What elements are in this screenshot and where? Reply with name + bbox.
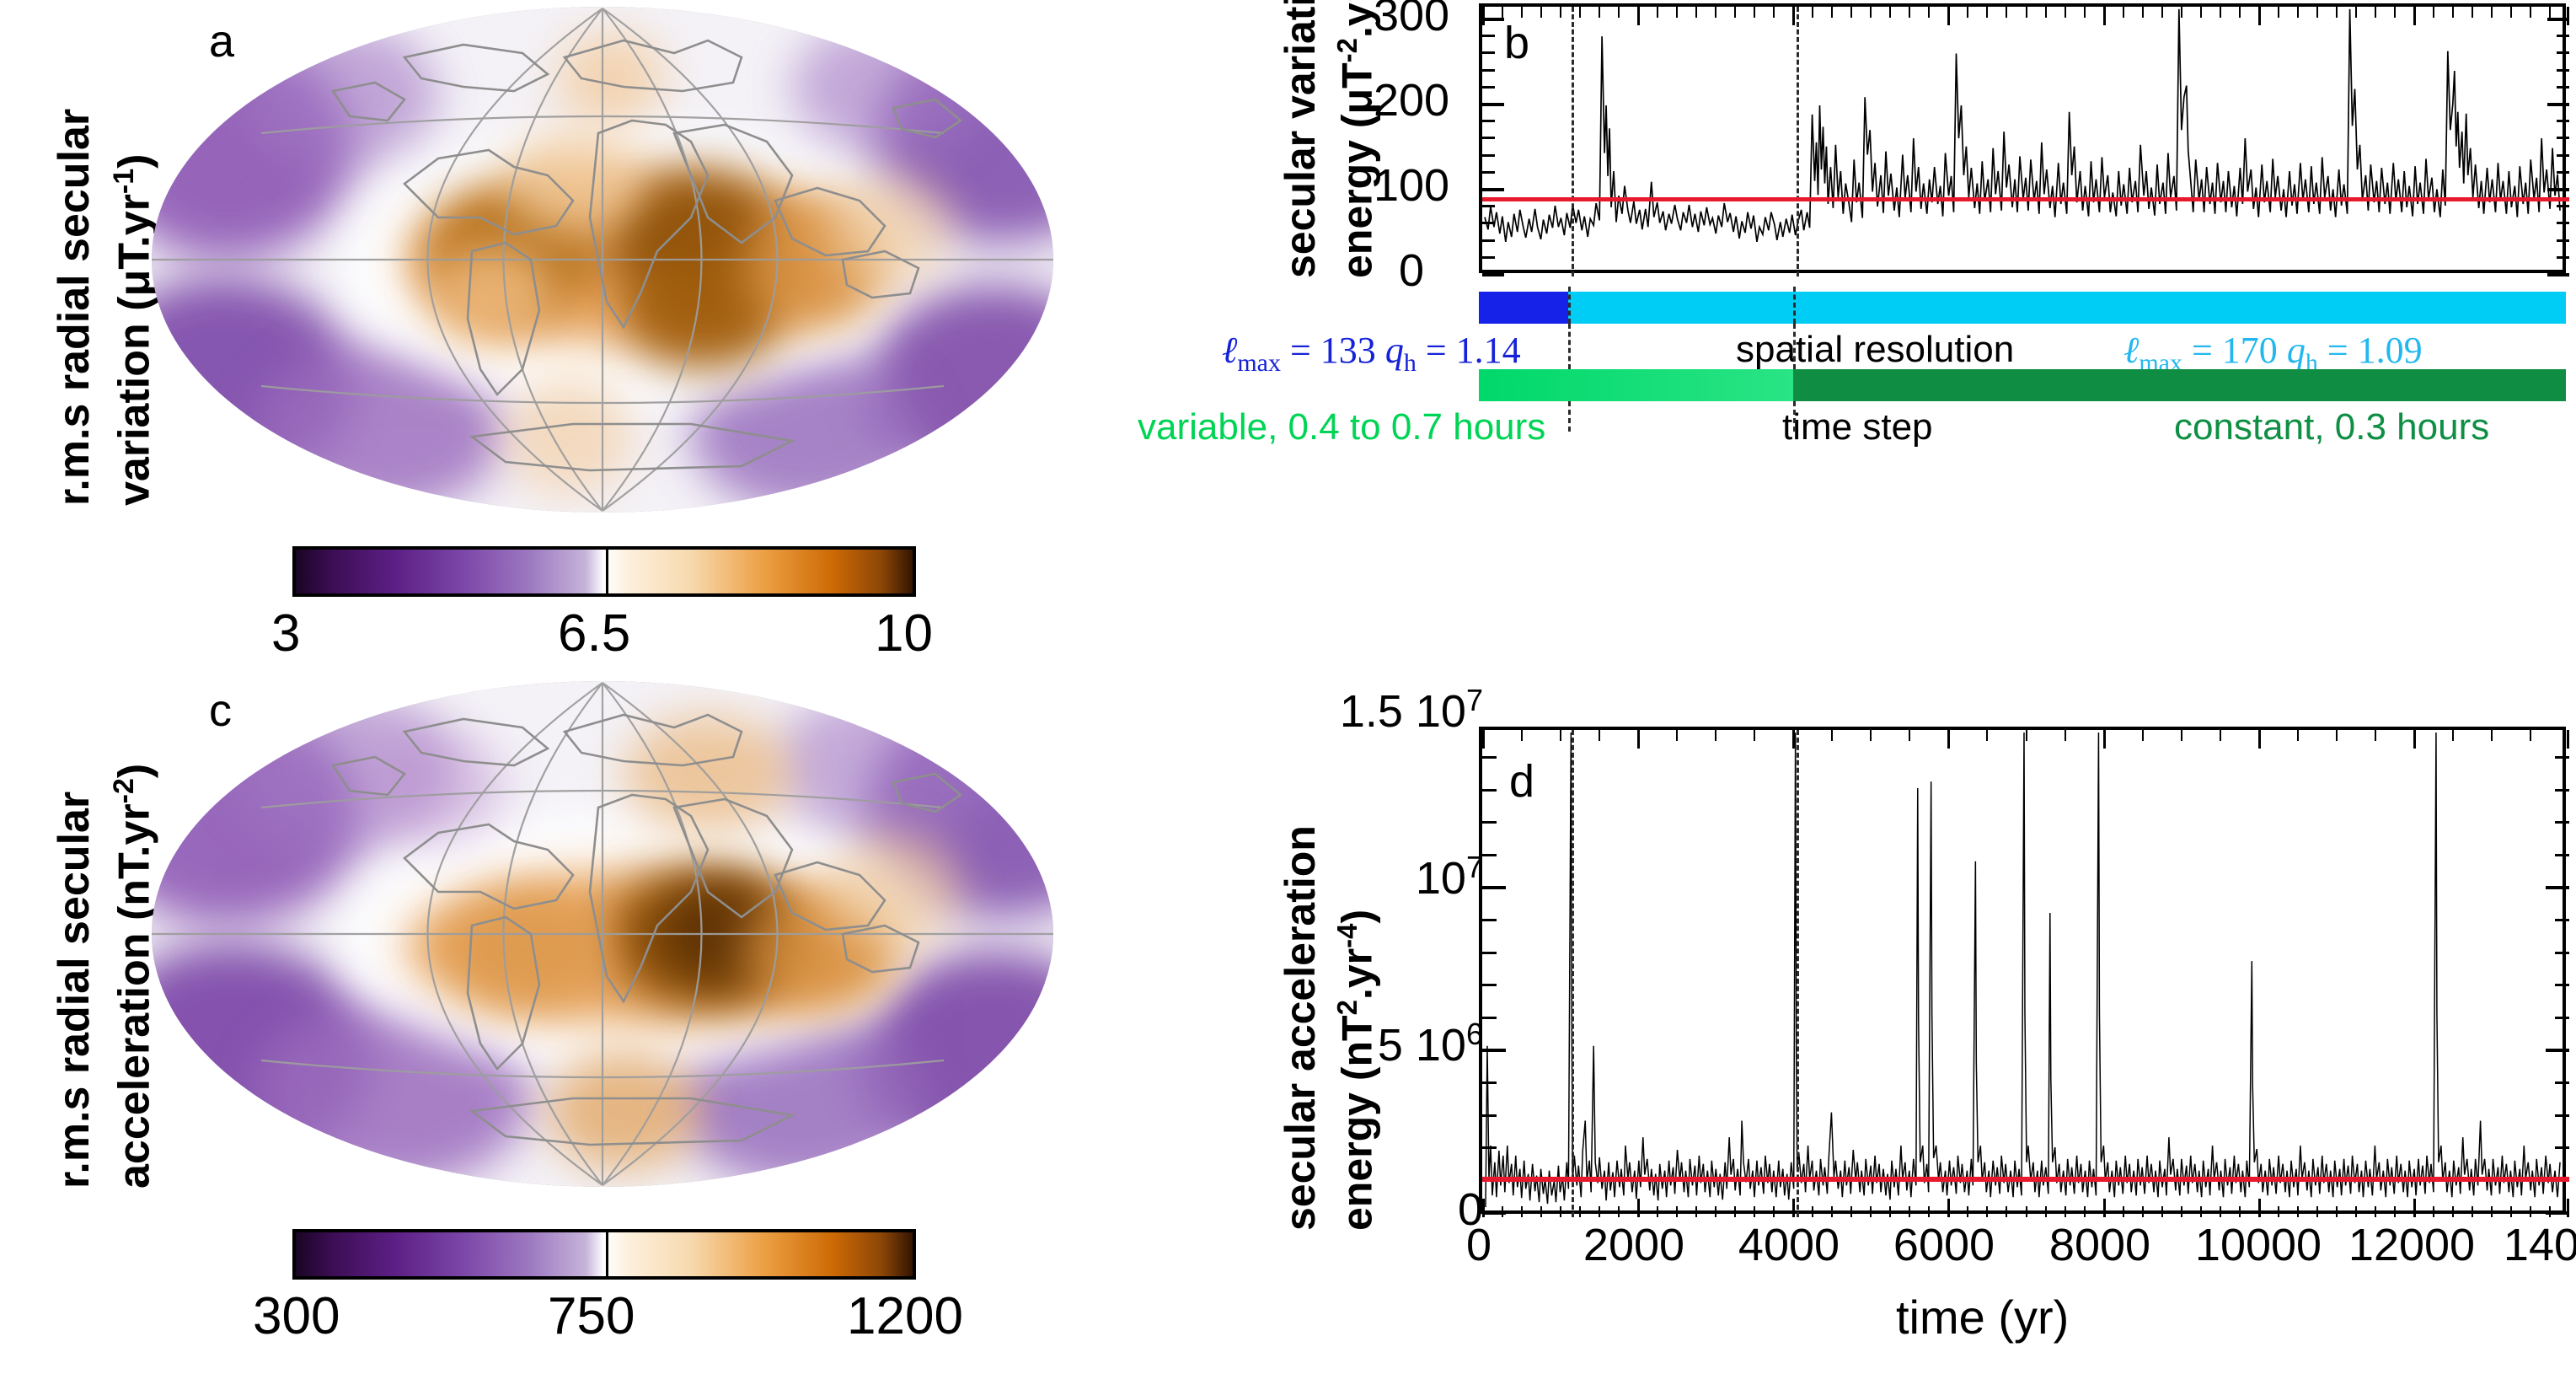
panel-b-ylabel-line1: secular variation: [1277, 0, 1324, 278]
panel-b-ytick-200: 200: [1373, 75, 1450, 126]
panel-d-ytick-1e7-mantissa: 10: [1415, 853, 1466, 904]
panel-b-letter: b: [1504, 18, 1530, 68]
panel-b-ylabel-line2: energy (μT-2.yr-2): [1331, 0, 1381, 278]
panel-a-cbar-tick-mid: 6.5: [558, 604, 631, 663]
panel-c-coastlines: [152, 682, 1053, 1186]
panel-c-cbar-tick-min: 300: [253, 1287, 340, 1345]
spatial-right-eq: = 170: [2182, 330, 2287, 371]
panel-c-colorbar: [292, 1229, 916, 1280]
panel-a-ylabel-line2: variation (μT.yr-1): [108, 154, 158, 506]
panel-d-ylabel-text1: secular acceleration: [1277, 825, 1324, 1231]
panel-d-ytick-5e6-exp: 6: [1465, 1017, 1483, 1051]
panel-b-dashline-1: [1572, 7, 1574, 276]
panel-b-series: [1482, 7, 2563, 270]
panel-d-ylabel-exp1: 2: [1331, 1000, 1363, 1016]
panel-b: secular variation energy (μT-2.yr-2) 0 1…: [1230, 0, 2576, 296]
panel-a-ylabel-text1: r.m.s radial secular: [50, 108, 99, 506]
panel-c-ylabel-line1: r.m.s radial secular: [50, 791, 99, 1189]
panel-a-ylabel-exp: -1: [108, 168, 140, 195]
xtick-14000: 14000: [2503, 1220, 2576, 1270]
spatial-seg-right: [1568, 292, 2566, 324]
panel-a-cbar-tick-max: 10: [875, 604, 933, 663]
q-glyph-right: q: [2286, 330, 2306, 371]
panel-a-coastlines: [152, 8, 1053, 512]
xtick-6000: 6000: [1893, 1220, 1995, 1270]
panel-d-ytick-1e7-exp: 7: [1465, 850, 1483, 884]
ell-sub-left: max: [1237, 348, 1281, 377]
xtick-12000: 12000: [2348, 1220, 2476, 1270]
time-step-label: time step: [1782, 406, 1933, 448]
spatial-seg-left: [1479, 292, 1568, 324]
panel-d-ytick-15e7-exp: 7: [1465, 683, 1483, 717]
panel-b-plot: b: [1479, 3, 2569, 276]
panel-b-ylabel-text1: secular variation: [1277, 0, 1324, 278]
panel-d-mean-line: [1482, 1177, 2569, 1182]
ell-glyph-left: ℓ: [1222, 330, 1238, 371]
panel-d-letter: d: [1509, 756, 1535, 807]
panel-d-ytick-5e6-mantissa: 5 10: [1377, 1020, 1466, 1071]
q-sub-left: h: [1403, 348, 1417, 377]
panel-a-cbar-tick-min: 3: [271, 604, 301, 663]
xtick-2000: 2000: [1583, 1220, 1685, 1270]
panel-d-plot: d: [1479, 727, 2569, 1217]
panel-a: r.m.s radial secular variation (μT.yr-1)…: [0, 0, 1180, 663]
panel-d-ytick-5e6: 5 106: [1323, 1017, 1483, 1071]
q-glyph-left: q: [1384, 330, 1404, 371]
panel-b-mean-line: [1482, 197, 2569, 201]
panel-a-map: [152, 7, 1053, 513]
xtick-4000: 4000: [1738, 1220, 1840, 1270]
timestep-seg-right: [1793, 369, 2566, 401]
panel-a-colorbar: [292, 546, 916, 597]
spatial-left-val: = 1.14: [1416, 330, 1521, 371]
spatial-right-val: = 1.09: [2317, 330, 2423, 371]
panel-c-map: [152, 681, 1053, 1187]
xaxis-title: time (yr): [1896, 1291, 2070, 1344]
panel-c: r.m.s radial secular acceleration (nT.yr…: [0, 674, 1180, 1366]
panel-b-dashline-2: [1797, 7, 1799, 276]
spatial-resolution-label: spatial resolution: [1736, 329, 2015, 370]
panel-b-ytick-100: 100: [1373, 160, 1450, 211]
panel-d-series: [1482, 730, 2563, 1210]
panel-d-ylabel-exp2: -4: [1331, 923, 1363, 948]
panel-c-ylabel-line2: acceleration (nT.yr-2): [108, 764, 158, 1189]
panel-c-cbar-tick-mid: 750: [548, 1287, 635, 1345]
panel-d-dashline-2: [1797, 730, 1799, 1217]
panel-d-dashline-1: [1572, 730, 1574, 1217]
panel-b-ylabel-exp1: -2: [1331, 38, 1363, 63]
xtick-0: 0: [1465, 1220, 1492, 1270]
panel-d-ylabel-mid: .yr: [1333, 947, 1381, 1001]
panel-d-ylabel-line1: secular acceleration: [1277, 825, 1324, 1231]
panel-b-ytick-300: 300: [1373, 0, 1450, 40]
panel-c-ylabel-text1: r.m.s radial secular: [50, 791, 99, 1189]
spatial-resolution-bar: [1479, 292, 2566, 324]
spatial-left-label: ℓmax = 133 qh = 1.14: [1222, 329, 1521, 378]
timestep-seg-left: [1479, 369, 1793, 401]
panel-c-ylabel-exp: -2: [108, 778, 140, 804]
panel-b-ytick-0: 0: [1398, 245, 1425, 296]
panel-d-ylabel-close: ): [1333, 909, 1381, 924]
xtick-10000: 10000: [2194, 1220, 2322, 1270]
panel-d-ytick-0: 0: [1457, 1184, 1483, 1235]
ell-glyph-right: ℓ: [2123, 330, 2140, 371]
annotation-bars: spatial resolution ℓmax = 133 qh = 1.14 …: [1138, 287, 2576, 448]
panel-d-ytick-1e7: 107: [1323, 850, 1483, 904]
timestep-right-label: constant, 0.3 hours: [2174, 406, 2490, 448]
panel-c-cbar-tick-max: 1200: [847, 1287, 963, 1345]
xtick-8000: 8000: [2048, 1220, 2151, 1270]
panel-d-ytick-15e7: 1.5 107: [1323, 683, 1483, 738]
spatial-left-eq: = 133: [1280, 330, 1385, 371]
panel-d-ytick-15e7-mantissa: 1.5 10: [1339, 686, 1466, 737]
timestep-left-label: variable, 0.4 to 0.7 hours: [1138, 406, 1546, 448]
panel-d: secular acceleration energy (nT2.yr-4) 1…: [1230, 683, 2576, 1374]
panel-a-ylabel-line1: r.m.s radial secular: [50, 108, 99, 506]
time-step-bar: [1479, 369, 2566, 401]
